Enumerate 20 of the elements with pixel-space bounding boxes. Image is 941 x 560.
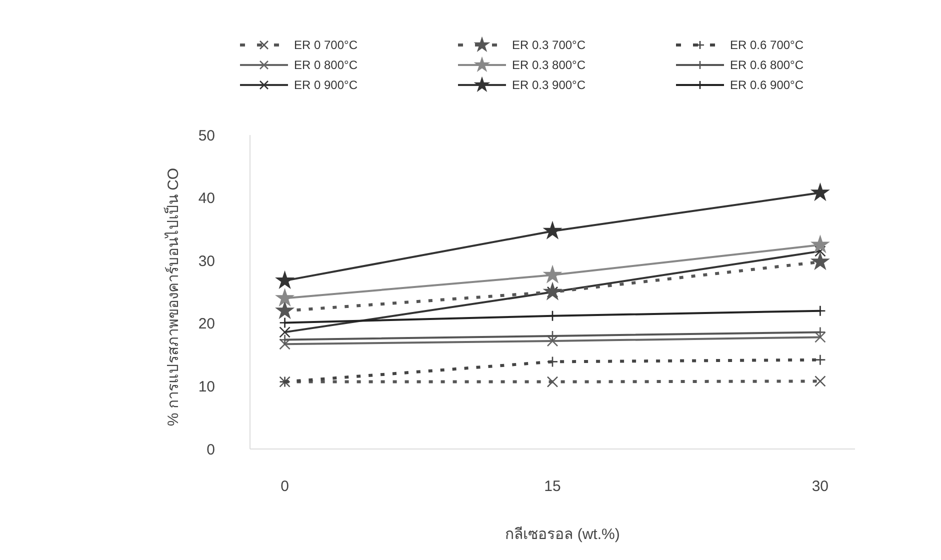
legend-label: ER 0 800°C: [294, 58, 358, 72]
y-tick-label: 50: [198, 127, 215, 144]
legend-label: ER 0.3 900°C: [512, 78, 586, 92]
legend-label: ER 0.6 700°C: [730, 38, 804, 52]
x-tick-label: 15: [544, 478, 561, 495]
legend-label: ER 0.3 800°C: [512, 58, 586, 72]
y-tick-label: 0: [206, 441, 215, 458]
legend-label: ER 0.6 900°C: [730, 78, 804, 92]
legend-label: ER 0 700°C: [294, 38, 358, 52]
y-tick-label: 30: [198, 252, 215, 270]
y-axis-title: % การแปรสภาพของคาร์บอนไปเป็น CO: [163, 168, 182, 426]
y-tick-label: 10: [198, 378, 215, 396]
y-tick-label: 20: [198, 316, 215, 333]
legend-label: ER 0 900°C: [294, 78, 358, 92]
y-tick-label: 40: [198, 190, 215, 208]
x-tick-label: 0: [280, 478, 289, 495]
legend-label: ER 0.3 700°C: [512, 38, 586, 52]
x-tick-label: 30: [812, 478, 829, 495]
legend-label: ER 0.6 800°C: [730, 58, 804, 72]
x-axis-title: กลีเซอรอล (wt.%): [505, 526, 620, 543]
